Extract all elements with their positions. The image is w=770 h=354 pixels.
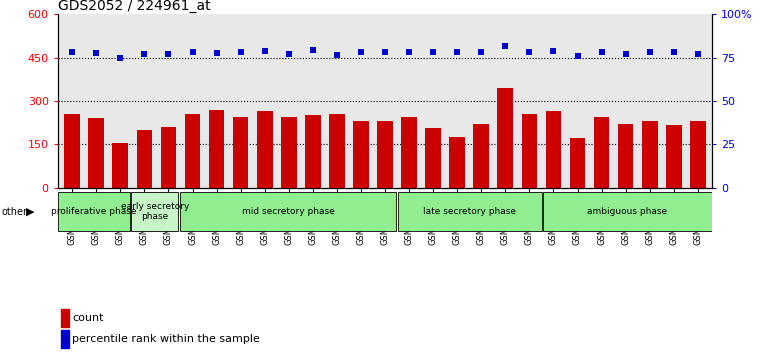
Bar xyxy=(257,111,273,188)
Point xyxy=(691,51,704,57)
Point xyxy=(403,49,415,55)
Bar xyxy=(377,121,393,188)
FancyBboxPatch shape xyxy=(398,192,542,231)
Point xyxy=(668,50,680,55)
Point xyxy=(427,49,439,55)
Bar xyxy=(690,121,705,188)
Bar xyxy=(570,138,585,188)
Bar xyxy=(65,114,80,188)
Point xyxy=(259,48,271,54)
Point xyxy=(66,49,79,55)
Text: other: other xyxy=(2,206,28,217)
Bar xyxy=(209,110,224,188)
Bar xyxy=(642,121,658,188)
Bar xyxy=(450,137,465,188)
Bar xyxy=(618,124,634,188)
Point xyxy=(547,48,560,54)
Bar xyxy=(546,111,561,188)
Point xyxy=(451,50,464,55)
Point xyxy=(90,50,102,56)
Point xyxy=(139,51,151,57)
Text: late secretory phase: late secretory phase xyxy=(424,207,517,216)
Bar xyxy=(61,330,69,348)
FancyBboxPatch shape xyxy=(544,192,711,231)
Point xyxy=(210,50,223,56)
Bar xyxy=(666,125,681,188)
Bar xyxy=(185,114,200,188)
Bar xyxy=(161,127,176,188)
Bar xyxy=(425,129,441,188)
Text: count: count xyxy=(72,313,104,323)
Bar xyxy=(353,121,369,188)
Point xyxy=(162,51,175,57)
Text: mid secretory phase: mid secretory phase xyxy=(242,207,334,216)
Bar xyxy=(305,115,320,188)
Bar xyxy=(61,309,69,326)
Bar xyxy=(281,117,296,188)
Text: proliferative phase: proliferative phase xyxy=(52,207,137,216)
Point xyxy=(524,49,536,55)
Text: ambiguous phase: ambiguous phase xyxy=(588,207,668,216)
Text: early secretory
phase: early secretory phase xyxy=(121,202,189,221)
Point xyxy=(306,47,319,53)
Text: percentile rank within the sample: percentile rank within the sample xyxy=(72,334,260,344)
Bar xyxy=(594,117,609,188)
Point xyxy=(114,55,126,60)
Bar xyxy=(329,114,345,188)
Bar xyxy=(89,118,104,188)
Point xyxy=(186,49,199,55)
Point xyxy=(644,49,656,55)
Text: GDS2052 / 224961_at: GDS2052 / 224961_at xyxy=(58,0,210,13)
Bar xyxy=(521,114,537,188)
Bar xyxy=(401,117,417,188)
Point xyxy=(499,43,511,49)
Bar xyxy=(497,88,513,188)
FancyBboxPatch shape xyxy=(131,192,178,231)
Bar xyxy=(136,130,152,188)
Point xyxy=(234,49,246,55)
Point xyxy=(475,49,487,55)
Point xyxy=(571,53,584,59)
Point xyxy=(283,51,295,57)
Bar xyxy=(112,143,128,188)
Point xyxy=(355,50,367,55)
Point xyxy=(379,49,391,55)
Bar xyxy=(474,124,489,188)
Point xyxy=(619,51,631,57)
Bar xyxy=(233,117,249,188)
FancyBboxPatch shape xyxy=(59,192,129,231)
Point xyxy=(330,52,343,57)
Text: ▶: ▶ xyxy=(26,206,35,217)
FancyBboxPatch shape xyxy=(179,192,397,231)
Point xyxy=(595,49,608,55)
